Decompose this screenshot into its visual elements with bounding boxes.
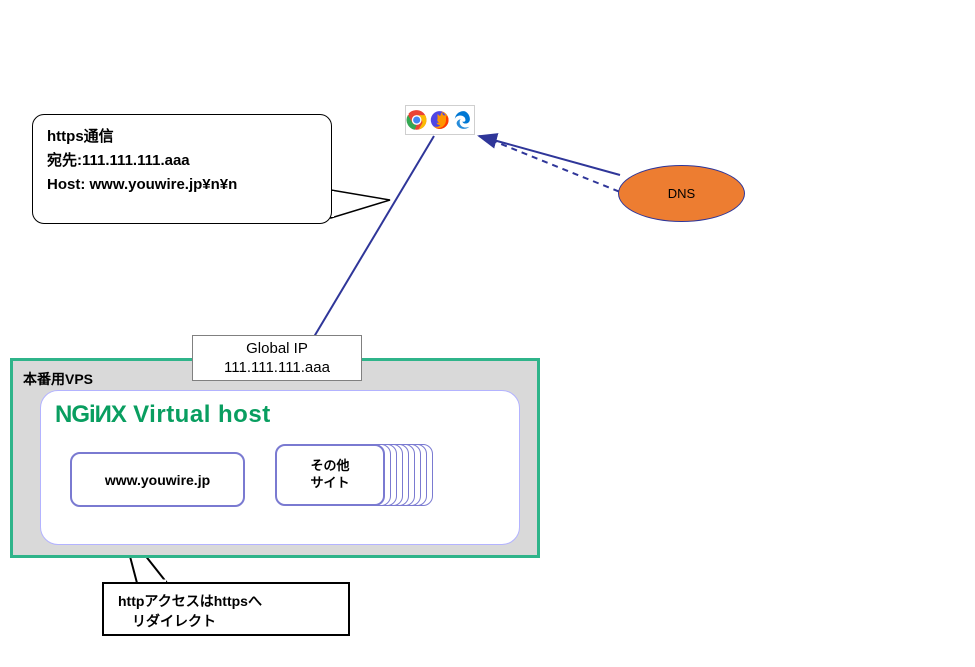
https-speech-bubble: https通信 宛先:111.111.111.aaa Host: www.you… — [32, 114, 332, 224]
arrow-dns-to-browser — [479, 136, 620, 175]
bubble-tl-tail — [331, 190, 390, 218]
dns-label: DNS — [668, 186, 695, 201]
site-main-label: www.youwire.jp — [105, 472, 210, 488]
nginx-logo: NGiИX — [55, 401, 126, 428]
diagram-canvas: https通信 宛先:111.111.111.aaa Host: www.you… — [0, 0, 975, 667]
dns-node: DNS — [618, 165, 745, 222]
browser-icons — [405, 105, 475, 135]
edge-icon — [453, 109, 474, 131]
callout-line1: httpアクセスはhttpsへ — [118, 592, 334, 612]
site-stack-line1: その他 — [310, 458, 349, 475]
arrow-browser-to-dns — [491, 140, 620, 192]
redirect-callout: httpアクセスはhttpsへ リダイレクト — [102, 582, 350, 636]
bubble-line3: Host: www.youwire.jp¥n¥n — [47, 173, 317, 197]
ip-line2: 111.111.111.aaa — [203, 359, 351, 378]
nginx-title: NGiИX Virtual host — [55, 401, 505, 429]
arrow-layer — [0, 0, 975, 667]
site-stack: その他サイト — [275, 444, 433, 506]
nginx-vhost: Virtual host — [126, 401, 271, 428]
site-stack-card: その他サイト — [275, 444, 385, 506]
bubble-line1: https通信 — [47, 125, 317, 149]
site-stack-line2: サイト — [310, 475, 349, 492]
firefox-icon — [429, 109, 450, 131]
global-ip-label: Global IP 111.111.111.aaa — [192, 335, 362, 381]
chrome-icon — [406, 109, 427, 131]
site-main-box: www.youwire.jp — [70, 452, 245, 507]
bubble-line2: 宛先:111.111.111.aaa — [47, 149, 317, 173]
callout-line2: リダイレクト — [118, 612, 334, 632]
ip-line1: Global IP — [203, 340, 351, 359]
